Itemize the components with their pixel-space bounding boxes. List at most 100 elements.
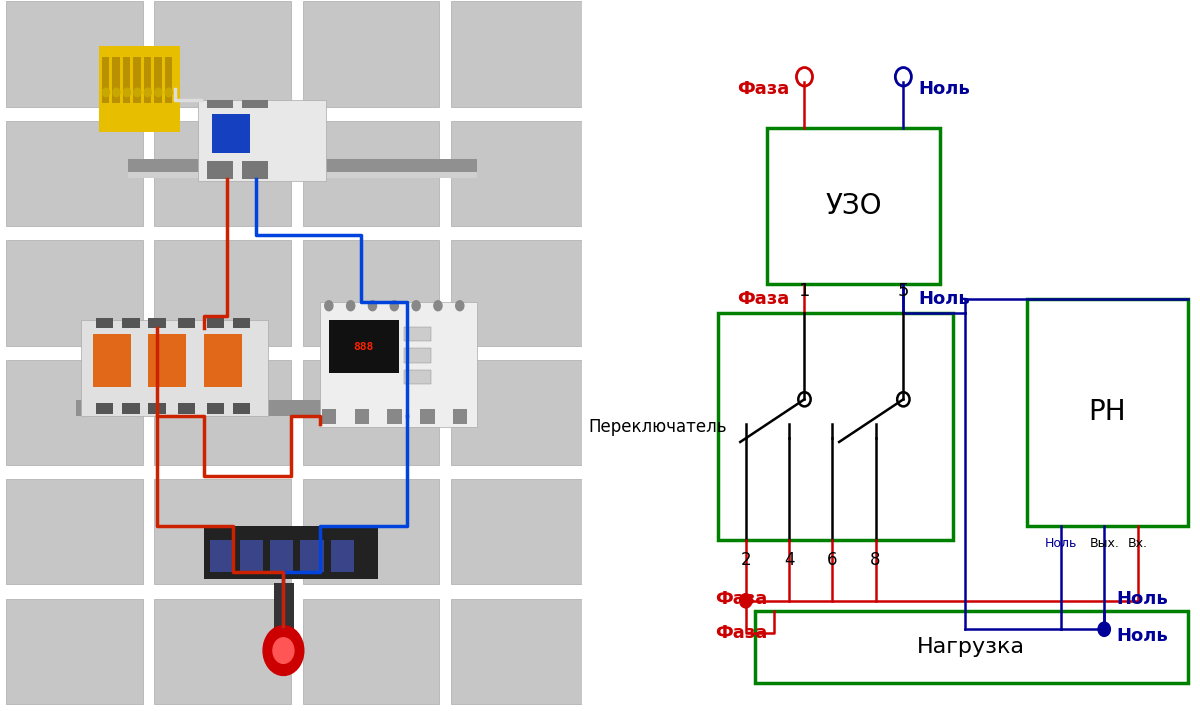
- Bar: [404, 327, 431, 341]
- Bar: [113, 57, 120, 103]
- Bar: [94, 334, 131, 387]
- Bar: [155, 240, 292, 346]
- Bar: [128, 172, 478, 178]
- Text: Вх.: Вх.: [1128, 537, 1148, 550]
- Bar: [98, 46, 180, 132]
- Bar: [388, 409, 402, 424]
- Circle shape: [390, 301, 398, 311]
- Bar: [241, 100, 268, 108]
- Bar: [274, 583, 294, 636]
- Bar: [320, 302, 478, 427]
- Text: Нагрузка: Нагрузка: [917, 637, 1025, 657]
- Bar: [302, 240, 439, 346]
- Bar: [155, 1, 292, 107]
- Circle shape: [368, 301, 377, 311]
- Text: 6: 6: [827, 551, 838, 569]
- Circle shape: [124, 88, 131, 97]
- Text: Фаза: Фаза: [737, 289, 790, 308]
- Bar: [122, 57, 131, 103]
- Bar: [330, 540, 354, 572]
- Bar: [164, 57, 173, 103]
- Bar: [149, 318, 166, 328]
- Bar: [6, 121, 143, 226]
- Bar: [718, 313, 953, 540]
- Bar: [302, 479, 439, 584]
- Bar: [755, 611, 1188, 683]
- Bar: [451, 1, 588, 107]
- Bar: [204, 334, 241, 387]
- Bar: [302, 599, 439, 704]
- Bar: [178, 318, 194, 328]
- Bar: [302, 1, 439, 107]
- Text: Ноль: Ноль: [919, 289, 971, 308]
- Bar: [404, 348, 431, 363]
- Bar: [451, 360, 588, 465]
- Text: Ноль: Ноль: [1045, 537, 1078, 550]
- Circle shape: [102, 88, 109, 97]
- Text: Ноль: Ноль: [1116, 590, 1169, 608]
- Text: 888: 888: [354, 342, 374, 352]
- Text: РН: РН: [1088, 398, 1126, 427]
- Bar: [451, 240, 588, 346]
- Bar: [210, 540, 233, 572]
- Text: Ноль: Ноль: [919, 80, 971, 98]
- Bar: [149, 334, 186, 387]
- Circle shape: [155, 88, 162, 97]
- Bar: [122, 403, 139, 414]
- Circle shape: [434, 301, 442, 311]
- Circle shape: [456, 301, 464, 311]
- Bar: [451, 121, 588, 226]
- Text: 8: 8: [870, 551, 881, 569]
- Bar: [82, 320, 268, 416]
- Bar: [96, 318, 114, 328]
- Bar: [76, 400, 472, 416]
- Bar: [451, 479, 588, 584]
- Bar: [6, 479, 143, 584]
- Circle shape: [272, 638, 294, 663]
- Bar: [204, 526, 378, 579]
- Bar: [155, 121, 292, 226]
- Bar: [198, 100, 326, 181]
- Bar: [233, 318, 251, 328]
- Text: Переключатель: Переключатель: [588, 417, 727, 436]
- Bar: [178, 403, 194, 414]
- Circle shape: [166, 88, 173, 97]
- Bar: [452, 409, 467, 424]
- Bar: [354, 409, 370, 424]
- Bar: [6, 599, 143, 704]
- Bar: [155, 479, 292, 584]
- Bar: [302, 121, 439, 226]
- Bar: [96, 403, 114, 414]
- Text: Фаза: Фаза: [715, 590, 768, 608]
- Bar: [206, 318, 224, 328]
- Bar: [404, 370, 431, 384]
- Bar: [6, 360, 143, 465]
- Bar: [768, 128, 941, 284]
- Bar: [300, 540, 324, 572]
- Bar: [270, 540, 293, 572]
- Bar: [451, 599, 588, 704]
- Bar: [206, 100, 233, 108]
- Bar: [420, 409, 434, 424]
- Bar: [1027, 299, 1188, 526]
- Bar: [329, 320, 398, 373]
- Bar: [155, 599, 292, 704]
- Bar: [149, 403, 166, 414]
- Text: 2: 2: [740, 551, 751, 569]
- Text: Вых.: Вых.: [1090, 537, 1120, 550]
- Bar: [155, 57, 162, 103]
- Text: Фаза: Фаза: [737, 80, 790, 98]
- Text: 5: 5: [898, 282, 910, 300]
- Circle shape: [134, 88, 140, 97]
- Circle shape: [325, 301, 332, 311]
- Text: Ноль: Ноль: [1116, 627, 1169, 646]
- Circle shape: [113, 88, 120, 97]
- Bar: [122, 318, 139, 328]
- Bar: [102, 57, 109, 103]
- Bar: [144, 57, 151, 103]
- Bar: [155, 360, 292, 465]
- Bar: [128, 159, 478, 174]
- Bar: [322, 409, 336, 424]
- Bar: [241, 161, 268, 179]
- Bar: [206, 403, 224, 414]
